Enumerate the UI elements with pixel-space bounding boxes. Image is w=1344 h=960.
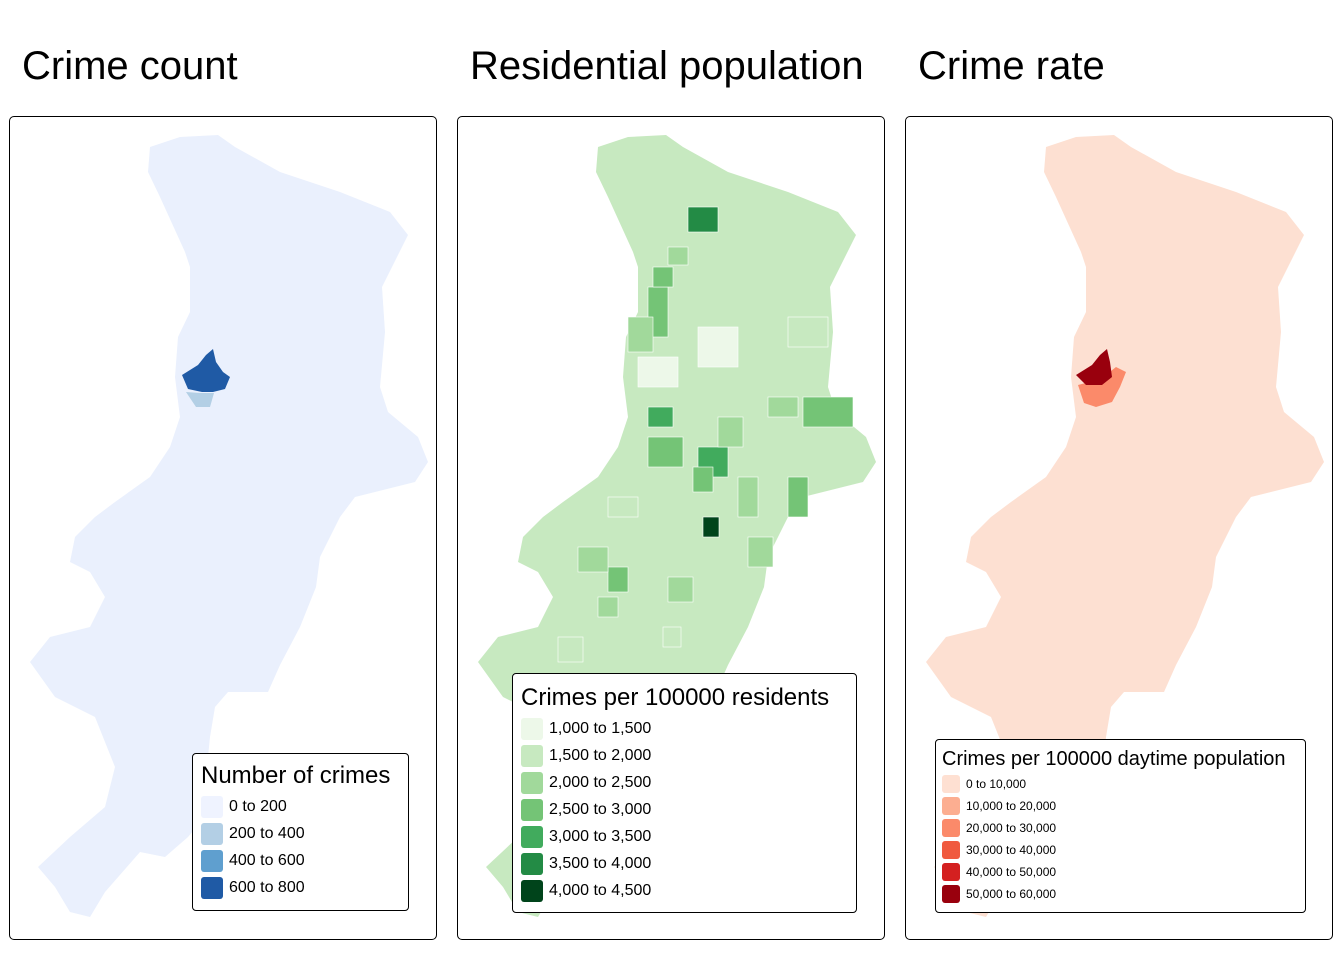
legend-crimes-per-daytime-population: Crimes per 100000 daytime population 0 t… bbox=[935, 739, 1306, 913]
legend-swatch bbox=[521, 718, 543, 740]
ward-patch bbox=[692, 466, 714, 493]
legend-label: 3,000 to 3,500 bbox=[549, 828, 652, 845]
legend-label: 3,500 to 4,000 bbox=[549, 855, 652, 872]
legend-swatch bbox=[942, 885, 960, 903]
legend-item: 3,500 to 4,000 bbox=[521, 853, 856, 875]
ward-patch bbox=[687, 206, 719, 233]
region-outline bbox=[926, 135, 1324, 917]
legend-label: 200 to 400 bbox=[229, 825, 305, 842]
legend-item: 50,000 to 60,000 bbox=[942, 885, 1305, 903]
legend-item: 1,500 to 2,000 bbox=[521, 745, 856, 767]
ward-patch bbox=[577, 546, 609, 573]
title-crime-rate: Crime rate bbox=[918, 44, 1105, 88]
ward-patch bbox=[557, 636, 584, 663]
hotspot-area-secondary bbox=[186, 392, 214, 407]
legend-swatch bbox=[201, 823, 223, 845]
map-crime-rate bbox=[926, 135, 1324, 917]
hotspot-area-secondary bbox=[1078, 367, 1126, 407]
ward-patch bbox=[767, 396, 799, 418]
region-outline bbox=[30, 135, 428, 917]
legend-label: 40,000 to 50,000 bbox=[966, 865, 1057, 879]
legend-crimes-per-residents: Crimes per 100000 residents 1,000 to 1,5… bbox=[512, 673, 857, 913]
legend-label: 0 to 10,000 bbox=[966, 777, 1027, 791]
legend-swatch bbox=[521, 799, 543, 821]
legend-swatch bbox=[942, 819, 960, 837]
legend-item: 30,000 to 40,000 bbox=[942, 841, 1305, 859]
ward-patch bbox=[717, 416, 744, 448]
legend-label: 30,000 to 40,000 bbox=[966, 843, 1057, 857]
map-panel-crime-rate: Crimes per 100000 daytime population 0 t… bbox=[905, 116, 1333, 940]
hotspot-area bbox=[182, 349, 230, 392]
legend-swatch bbox=[942, 775, 960, 793]
legend-items: 1,000 to 1,500 1,500 to 2,000 2,000 to 2,5… bbox=[521, 718, 856, 902]
legend-label: 400 to 600 bbox=[229, 852, 305, 869]
legend-swatch bbox=[942, 797, 960, 815]
legend-item: 2,500 to 3,000 bbox=[521, 799, 856, 821]
legend-swatch bbox=[942, 841, 960, 859]
legend-label: 0 to 200 bbox=[229, 798, 287, 815]
legend-item: 20,000 to 30,000 bbox=[942, 819, 1305, 837]
ward-patch bbox=[697, 326, 739, 368]
hotspot-area bbox=[1076, 349, 1112, 385]
legend-item: 0 to 10,000 bbox=[942, 775, 1305, 793]
legend-swatch bbox=[942, 863, 960, 881]
legend-label: 2,000 to 2,500 bbox=[549, 774, 652, 791]
ward-patch bbox=[737, 476, 759, 518]
ward-patch bbox=[647, 436, 684, 468]
legend-item: 200 to 400 bbox=[201, 823, 408, 845]
ward-patch bbox=[802, 396, 854, 428]
legend-item: 2,000 to 2,500 bbox=[521, 772, 856, 794]
legend-item: 3,000 to 3,500 bbox=[521, 826, 856, 848]
ward-patch bbox=[667, 576, 694, 603]
legend-item: 0 to 200 bbox=[201, 796, 408, 818]
ward-patch bbox=[787, 476, 809, 518]
legend-swatch bbox=[521, 745, 543, 767]
legend-swatch bbox=[201, 877, 223, 899]
legend-label: 50,000 to 60,000 bbox=[966, 887, 1057, 901]
ward-patch bbox=[652, 266, 674, 288]
ward-patch bbox=[662, 626, 682, 648]
legend-item: 600 to 800 bbox=[201, 877, 408, 899]
ward-patch bbox=[627, 316, 654, 353]
legend-swatch bbox=[521, 880, 543, 902]
ward-patch bbox=[647, 406, 674, 428]
legend-swatch bbox=[201, 850, 223, 872]
ward-patch bbox=[787, 316, 829, 348]
legend-swatch bbox=[521, 853, 543, 875]
title-residential-population: Residential population bbox=[470, 44, 864, 88]
legend-title: Number of crimes bbox=[201, 762, 391, 789]
legend-swatch bbox=[521, 826, 543, 848]
legend-number-of-crimes: Number of crimes 0 to 200 200 to 400 400 t… bbox=[192, 753, 409, 911]
legend-label: 20,000 to 30,000 bbox=[966, 821, 1057, 835]
legend-item: 4,000 to 4,500 bbox=[521, 880, 856, 902]
legend-label: 1,500 to 2,000 bbox=[549, 747, 652, 764]
legend-items: 0 to 10,000 10,000 to 20,000 20,000 to 30,… bbox=[942, 775, 1305, 903]
legend-swatch bbox=[521, 772, 543, 794]
legend-item: 1,000 to 1,500 bbox=[521, 718, 856, 740]
legend-item: 10,000 to 20,000 bbox=[942, 797, 1305, 815]
ward-patch bbox=[702, 516, 720, 538]
legend-label: 4,000 to 4,500 bbox=[549, 882, 652, 899]
map-panel-crime-count: Number of crimes 0 to 200 200 to 400 400 t… bbox=[9, 116, 437, 940]
legend-label: 600 to 800 bbox=[229, 879, 305, 896]
title-crime-count: Crime count bbox=[22, 44, 238, 88]
ward-patch bbox=[637, 356, 679, 388]
legend-item: 40,000 to 50,000 bbox=[942, 863, 1305, 881]
legend-label: 2,500 to 3,000 bbox=[549, 801, 652, 818]
legend-swatch bbox=[201, 796, 223, 818]
legend-label: 10,000 to 20,000 bbox=[966, 799, 1057, 813]
legend-item: 400 to 600 bbox=[201, 850, 408, 872]
ward-patch bbox=[747, 536, 774, 568]
legend-items: 0 to 200 200 to 400 400 to 600 600 to 800 bbox=[201, 796, 408, 899]
map-crime-count bbox=[30, 135, 428, 917]
legend-title: Crimes per 100000 daytime population bbox=[942, 748, 1286, 770]
ward-patch bbox=[667, 246, 689, 266]
map-panel-residential-population: Crimes per 100000 residents 1,000 to 1,5… bbox=[457, 116, 885, 940]
legend-title: Crimes per 100000 residents bbox=[521, 684, 830, 711]
legend-label: 1,000 to 1,500 bbox=[549, 720, 652, 737]
ward-patch bbox=[597, 596, 619, 618]
ward-patch bbox=[607, 496, 639, 518]
ward-patch bbox=[607, 566, 629, 593]
